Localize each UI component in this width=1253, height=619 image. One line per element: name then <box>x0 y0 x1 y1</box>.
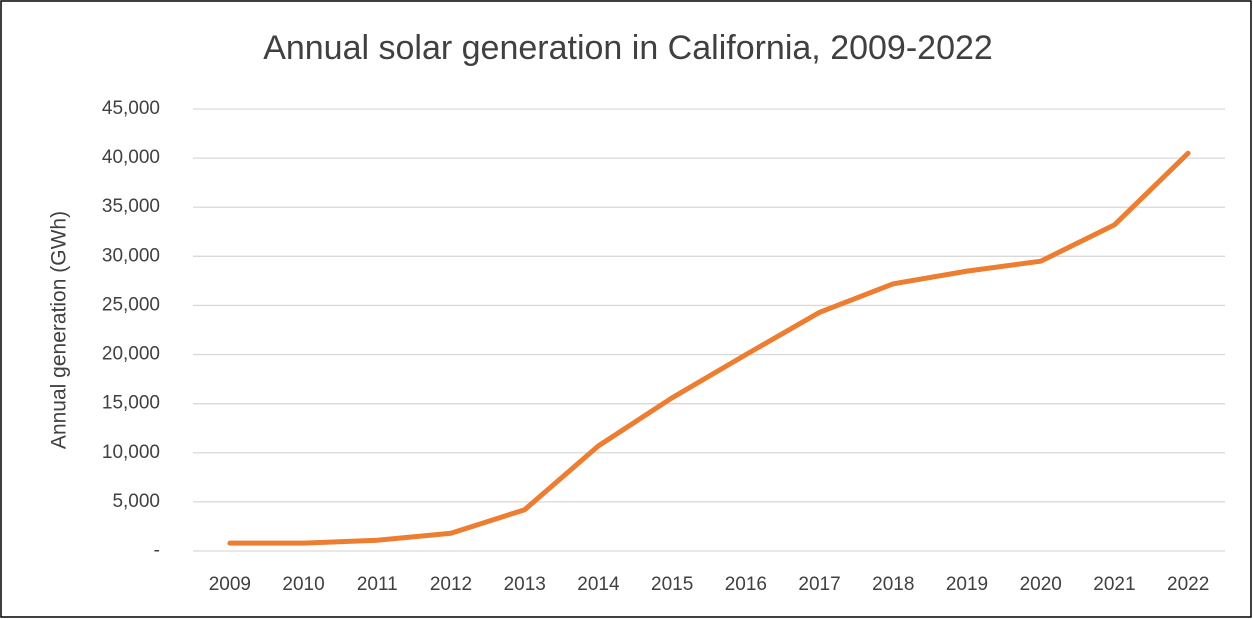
x-tick-label: 2009 <box>209 574 251 595</box>
y-tick-label: 20,000 <box>102 344 160 365</box>
y-tick-label: - <box>154 540 160 561</box>
y-tick-label: 10,000 <box>102 442 160 463</box>
x-tick-label: 2016 <box>725 574 767 595</box>
chart-title: Annual solar generation in California, 2… <box>263 29 993 67</box>
x-tick-label: 2013 <box>504 574 546 595</box>
y-tick-label: 25,000 <box>102 294 160 315</box>
x-tick-label: 2015 <box>651 574 693 595</box>
y-tick-label: 40,000 <box>102 147 160 168</box>
x-tick-label: 2014 <box>577 574 620 595</box>
x-tick-label: 2012 <box>430 574 472 595</box>
y-tick-label: 30,000 <box>102 245 160 266</box>
series-line <box>227 150 1191 546</box>
y-axis-label: Annual generation (GWh) <box>48 211 71 449</box>
x-tick-label: 2018 <box>872 574 914 595</box>
y-tick-label: 45,000 <box>102 98 160 119</box>
x-tick-label: 2019 <box>946 574 988 595</box>
x-tick-label: 2022 <box>1167 574 1209 595</box>
x-tick-label: 2021 <box>1093 574 1135 595</box>
y-tick-label: 15,000 <box>102 393 160 414</box>
y-tick-label: 5,000 <box>112 491 160 512</box>
y-tick-label: 35,000 <box>102 196 160 217</box>
x-tick-label: 2020 <box>1020 574 1062 595</box>
x-tick-label: 2011 <box>357 574 398 595</box>
x-tick-label: 2010 <box>282 574 324 595</box>
x-tick-label: 2017 <box>798 574 840 595</box>
